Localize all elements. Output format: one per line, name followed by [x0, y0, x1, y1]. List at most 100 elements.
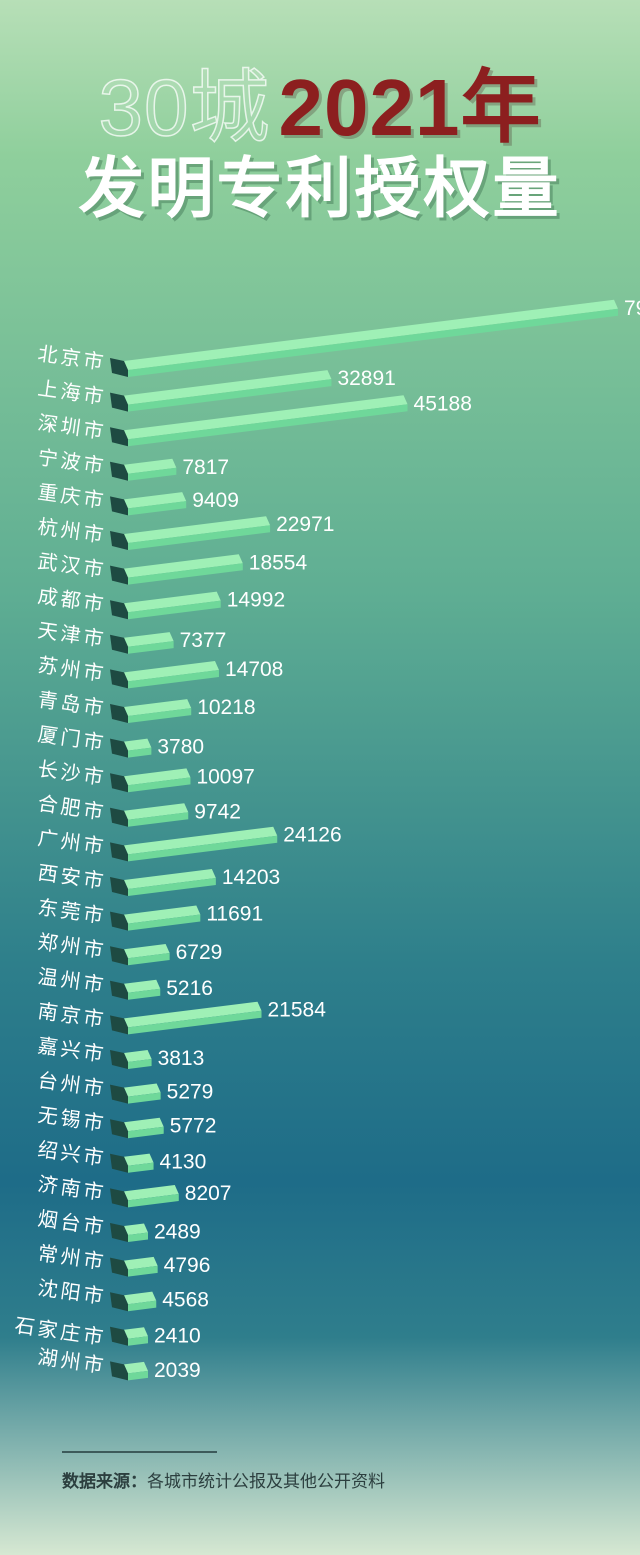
bar-front	[128, 878, 216, 896]
value-label: 3780	[157, 736, 204, 759]
bar-front	[128, 708, 192, 723]
bar-front	[128, 1126, 164, 1139]
bar-side	[110, 634, 128, 654]
bar-front	[128, 501, 187, 516]
bar-side	[110, 1153, 128, 1173]
bar-10	[110, 699, 192, 723]
bar-front	[128, 467, 177, 481]
bar-top	[124, 905, 201, 924]
bar-side	[110, 842, 128, 862]
bar-top	[124, 492, 187, 509]
value-label: 18554	[249, 551, 308, 574]
bar-front	[128, 952, 170, 966]
bar-top	[124, 1185, 179, 1201]
value-label: 9409	[192, 489, 239, 512]
value-label: 14203	[222, 866, 280, 889]
bar-top	[124, 768, 191, 786]
bar-front	[128, 1232, 148, 1242]
value-label: 5279	[167, 1081, 214, 1104]
city-label: 杭州市	[36, 514, 108, 547]
bar-side	[110, 600, 128, 620]
city-label: 深圳市	[36, 410, 108, 443]
bar-front	[128, 812, 189, 827]
bar-side	[110, 669, 128, 689]
bar-5	[110, 516, 271, 550]
bar-18	[110, 979, 161, 1000]
city-label: 广州市	[36, 826, 108, 859]
bar-front	[128, 379, 332, 412]
bar-top	[124, 591, 221, 613]
bar-top	[124, 1001, 262, 1028]
bar-side	[110, 1326, 128, 1346]
bar-top	[124, 299, 618, 370]
value-label: 11691	[206, 903, 263, 926]
bar-29	[110, 1361, 148, 1381]
bar-front	[128, 777, 191, 793]
value-label: 10097	[196, 765, 254, 788]
bar-top	[124, 1153, 154, 1166]
bar-15	[110, 869, 216, 896]
bar-front	[128, 1265, 158, 1277]
bar-top	[124, 1083, 161, 1097]
value-label: 7377	[180, 629, 227, 652]
bar-side	[110, 807, 128, 827]
bar-side	[110, 565, 128, 585]
value-label: 4130	[160, 1151, 207, 1174]
city-label: 石家庄市	[13, 1313, 107, 1350]
bar-front	[128, 1336, 148, 1346]
value-label: 6729	[176, 941, 223, 964]
value-label: 45188	[414, 392, 472, 415]
bar-top	[124, 516, 271, 543]
value-label: 21584	[268, 999, 327, 1022]
value-label: 10218	[197, 696, 255, 719]
bar-top	[124, 979, 161, 993]
value-label: 5216	[166, 977, 213, 1000]
bar-front	[128, 1162, 154, 1173]
value-label: 2410	[154, 1324, 201, 1347]
bar-6	[110, 554, 243, 585]
bar-side	[110, 427, 128, 447]
city-label: 重庆市	[36, 480, 108, 513]
bar-14	[110, 826, 278, 862]
city-label: 长沙市	[36, 756, 108, 789]
data-source-text: 各城市统计公报及其他公开资料	[147, 1472, 385, 1491]
bar-front	[128, 563, 243, 585]
city-label: 南京市	[36, 999, 108, 1032]
labels-layer: 79214 北京市 32891 上海市 45188 深圳市 7817 宁波市 9409 重庆市 22…	[13, 297, 640, 1382]
bar-side	[110, 531, 128, 550]
bar-top	[124, 458, 177, 474]
bar-side	[110, 1188, 128, 1208]
bar-side	[110, 461, 128, 481]
bar-13	[110, 803, 189, 827]
bar-side	[110, 1050, 128, 1069]
bar-front	[128, 1092, 161, 1104]
bar-27	[110, 1291, 157, 1312]
value-label: 9742	[194, 800, 241, 823]
chart-title-line2: 发明专利授权量	[78, 151, 562, 225]
city-label: 天津市	[36, 618, 108, 651]
city-label: 武汉市	[36, 549, 108, 582]
city-label: 济南市	[36, 1172, 108, 1205]
bar-top	[124, 554, 243, 578]
bar-16	[110, 905, 201, 931]
bar-top	[124, 1361, 148, 1374]
bar-top	[124, 632, 174, 647]
bar-4	[110, 492, 187, 516]
bar-side	[110, 1223, 128, 1242]
value-label: 24126	[283, 824, 341, 847]
value-label: 2489	[154, 1221, 201, 1244]
bar-0	[110, 299, 618, 377]
bar-front	[128, 1370, 148, 1381]
bar-side	[110, 911, 128, 931]
value-label: 22971	[276, 513, 334, 536]
bar-front	[128, 600, 221, 620]
bar-front	[128, 988, 161, 1000]
bar-side	[110, 773, 128, 793]
value-label: 14992	[227, 589, 285, 612]
city-label: 上海市	[36, 376, 108, 409]
city-label: 成都市	[36, 583, 108, 616]
bar-28	[110, 1326, 148, 1346]
city-label: 西安市	[36, 860, 108, 893]
bar-top	[124, 1050, 152, 1062]
